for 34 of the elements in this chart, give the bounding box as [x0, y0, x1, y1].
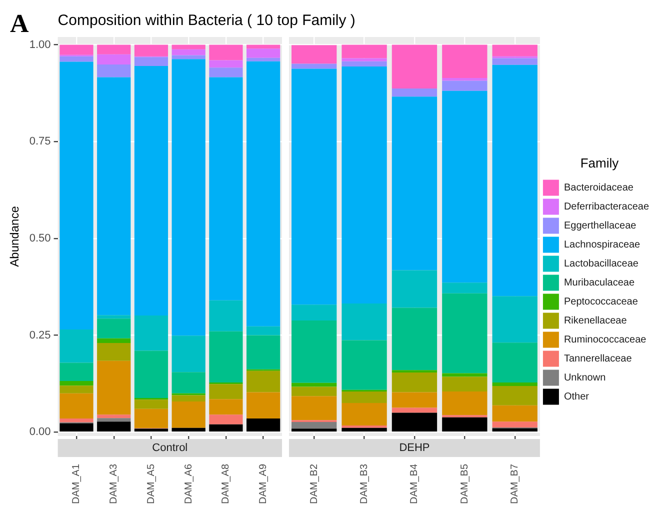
- y-tick-label: 1.00: [29, 38, 51, 51]
- legend-label: Tannerellaceae: [564, 354, 632, 365]
- text: A: [10, 9, 29, 38]
- x-tick-label: DAM_A9: [258, 464, 270, 504]
- x-tick-label: DAM_B5: [459, 464, 470, 504]
- legend-label: Eggerthellaceae: [564, 220, 637, 232]
- legend-label: Peptococcaceae: [564, 296, 638, 308]
- legend-label: Bacteroidaceae: [564, 182, 634, 194]
- y-axis-title: Abundance: [8, 206, 22, 267]
- legend-label: Muribaculaceae: [564, 278, 635, 289]
- x-tick-label: DAM_B3: [359, 464, 370, 504]
- y-tick-label: 0.75: [29, 136, 51, 148]
- legend-label: Rikenellaceae: [564, 316, 628, 327]
- x-tick-label: DAM_A1: [71, 464, 82, 504]
- legend-label: Unknown: [564, 372, 606, 384]
- x-tick-label: DAM_A3: [108, 464, 120, 504]
- y-tick-label: 0.25: [29, 329, 51, 342]
- x-tick-label: DAM_A8: [220, 464, 232, 504]
- y-tick-label: 0.00: [29, 426, 51, 438]
- chart-title: Composition within Bacteria ( 10 top Family ): [58, 12, 356, 29]
- x-tick-label: DAM_B2: [308, 464, 320, 504]
- y-tick-label: 0.50: [29, 232, 51, 244]
- x-tick-label: DAM_B4: [409, 464, 420, 504]
- legend-label: Ruminococcaceae: [564, 334, 647, 346]
- legend-label: Lachnospiraceae: [564, 240, 641, 251]
- x-tick-label: DAM_A6: [183, 464, 194, 504]
- x-tick-label: DAM_A5: [146, 464, 157, 504]
- text: Control: [152, 442, 188, 454]
- x-tick-label: DAM_B7: [510, 464, 521, 504]
- legend-label: Lactobacillaceae: [564, 258, 639, 270]
- text: DEHP: [399, 442, 430, 454]
- legend-label: Deferribacteraceae: [564, 202, 650, 213]
- legend-title: Family: [580, 155, 620, 170]
- legend-label: Other: [564, 392, 590, 403]
